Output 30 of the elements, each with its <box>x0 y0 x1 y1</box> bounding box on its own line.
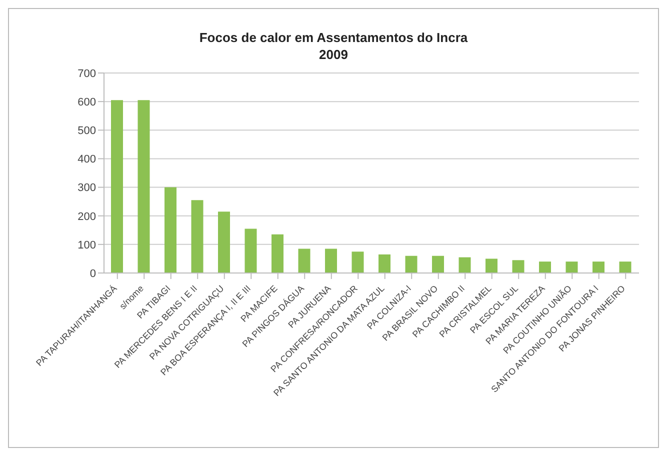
y-tick-label: 500 <box>78 125 96 138</box>
y-tick-label: 100 <box>78 239 96 252</box>
bar <box>432 256 444 273</box>
bar <box>111 100 123 273</box>
y-tick-label: 400 <box>78 154 96 166</box>
bar <box>458 257 471 273</box>
chart-title: Focos de calor em Assentamentos do Incra <box>198 29 469 46</box>
y-tick-label: 200 <box>78 210 96 223</box>
bar <box>378 254 390 273</box>
bar <box>244 228 257 273</box>
chart-subtitle: 2009 <box>318 46 349 63</box>
bar <box>352 252 364 273</box>
bar <box>272 234 284 273</box>
bar <box>325 248 337 273</box>
y-tick-label: 600 <box>78 96 96 108</box>
y-tick-label: 0 <box>90 268 96 280</box>
bar <box>592 262 604 273</box>
bar <box>138 100 150 273</box>
bar <box>405 256 418 273</box>
bar <box>218 212 230 273</box>
bar <box>512 260 524 273</box>
bar <box>191 200 204 273</box>
bar <box>298 248 310 273</box>
bar <box>164 187 176 273</box>
bar <box>486 258 498 273</box>
bar <box>619 262 632 273</box>
y-tick-label: 700 <box>78 68 96 80</box>
bar <box>539 262 551 273</box>
y-tick-label: 300 <box>78 182 96 194</box>
bar <box>566 262 578 273</box>
